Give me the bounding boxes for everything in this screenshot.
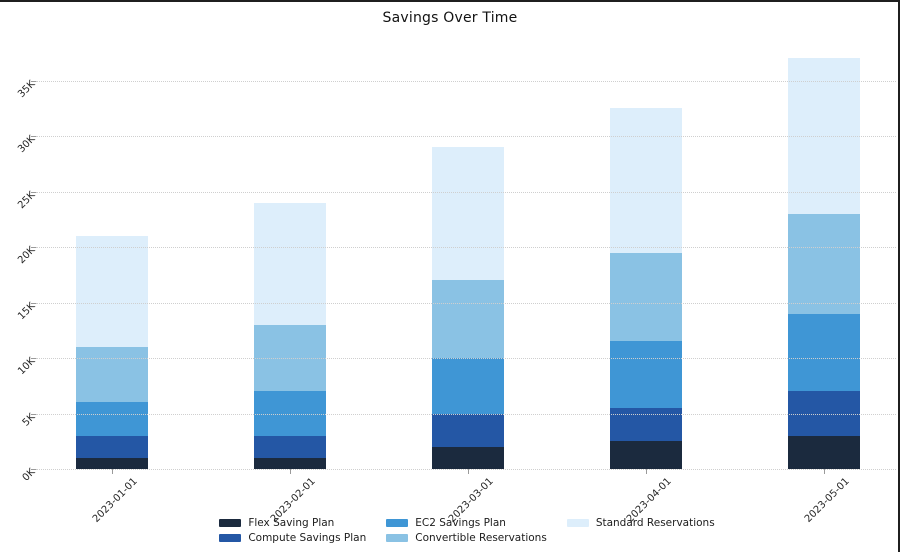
- x-tick-mark: [290, 469, 291, 474]
- bar-segment[interactable]: [254, 391, 326, 436]
- bar-segment[interactable]: [76, 435, 148, 458]
- legend-label: Standard Reservations: [595, 517, 715, 529]
- y-tick-mark: [31, 247, 36, 248]
- legend-item[interactable]: Flex Saving Plan: [219, 517, 366, 529]
- gridline: [36, 469, 896, 470]
- legend-swatch-icon: [219, 519, 242, 527]
- bar-segment[interactable]: [76, 457, 148, 469]
- legend-item[interactable]: EC2 Savings Plan: [386, 517, 547, 529]
- legend-label: Flex Saving Plan: [248, 517, 335, 529]
- gridline: [36, 136, 896, 137]
- legend-swatch-icon: [566, 519, 589, 527]
- y-tick-label: 35K: [16, 78, 38, 100]
- legend-swatch-icon: [386, 519, 409, 527]
- y-tick-label: 5K: [20, 411, 38, 429]
- bar-segment[interactable]: [610, 108, 682, 253]
- bar-segment[interactable]: [788, 391, 860, 436]
- bar-segment[interactable]: [610, 341, 682, 408]
- y-tick-label: 20K: [16, 244, 38, 267]
- bar-segment[interactable]: [76, 346, 148, 403]
- y-tick-mark: [31, 191, 36, 193]
- legend-item[interactable]: Convertible Reservations: [386, 532, 547, 544]
- bar-segment[interactable]: [432, 147, 504, 281]
- legend-label: EC2 Savings Plan: [415, 517, 506, 529]
- bar-segment[interactable]: [432, 446, 504, 469]
- y-tick-label: 0K: [20, 466, 38, 484]
- x-tick-mark: [112, 469, 113, 474]
- y-tick-label: 15K: [16, 300, 38, 322]
- gridline: [36, 80, 896, 82]
- legend-item[interactable]: Compute Savings Plan: [219, 532, 366, 544]
- y-tick-mark: [31, 136, 36, 137]
- bar-segment[interactable]: [254, 324, 326, 392]
- bar-segment[interactable]: [432, 358, 504, 414]
- bar-segment[interactable]: [254, 435, 326, 458]
- bar-segment[interactable]: [432, 280, 504, 358]
- legend-swatch-icon: [386, 534, 409, 542]
- bar-segment[interactable]: [788, 435, 860, 469]
- bar-segment[interactable]: [788, 313, 860, 392]
- bar-segment[interactable]: [788, 213, 860, 314]
- bar-segment[interactable]: [76, 402, 148, 436]
- legend-swatch-icon: [219, 534, 242, 542]
- bar-segment[interactable]: [432, 413, 504, 447]
- bar-segment[interactable]: [76, 235, 148, 347]
- bar-segment[interactable]: [254, 202, 326, 325]
- bar-segment[interactable]: [610, 252, 682, 342]
- x-tick-mark: [468, 469, 469, 474]
- legend-item[interactable]: Standard Reservations: [566, 517, 715, 529]
- bar-segment[interactable]: [788, 58, 860, 214]
- y-tick-mark: [31, 358, 36, 359]
- chart-title: Savings Over Time: [382, 10, 518, 26]
- bar-segment[interactable]: [254, 457, 326, 469]
- legend-label: Convertible Reservations: [415, 532, 547, 544]
- y-tick-label: 10K: [16, 355, 38, 378]
- y-tick-mark: [31, 469, 36, 470]
- legend: Flex Saving Plan Compute Savings Plan EC2 …: [36, 516, 898, 545]
- bar-segment[interactable]: [610, 441, 682, 469]
- y-tick-mark: [31, 413, 36, 415]
- y-tick-label: 30K: [16, 133, 38, 156]
- y-tick-mark: [31, 80, 36, 82]
- x-tick-mark: [646, 469, 647, 474]
- legend-label: Compute Savings Plan: [248, 532, 367, 544]
- bar-segment[interactable]: [610, 407, 682, 442]
- y-tick-mark: [31, 302, 36, 304]
- x-tick-mark: [824, 469, 825, 474]
- y-tick-label: 25K: [16, 189, 38, 211]
